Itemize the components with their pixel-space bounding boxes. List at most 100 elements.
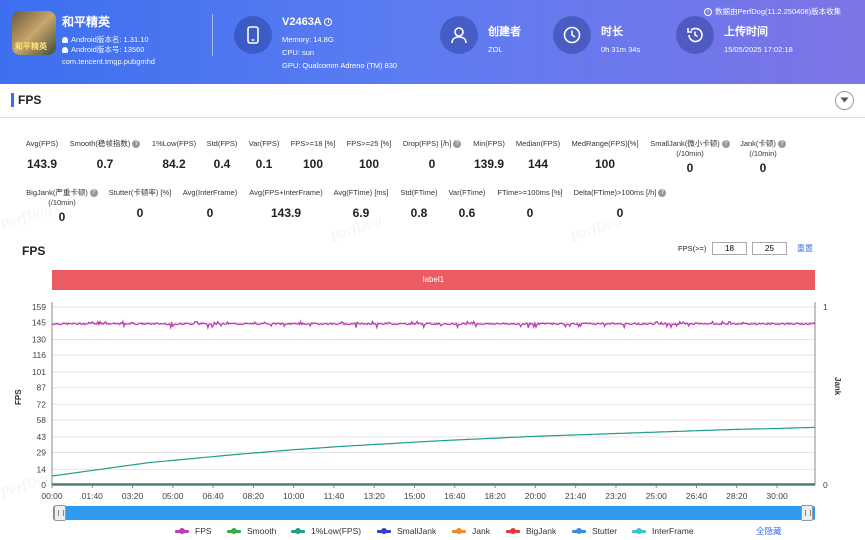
slider-handle-start[interactable] (54, 505, 66, 521)
legend-item[interactable]: Stutter (572, 526, 617, 536)
metric-label: Avg(FPS+InterFrame) (249, 188, 323, 197)
help-icon[interactable]: ? (777, 140, 786, 149)
metric-metrics_row2-0: BigJank(严重卡顿)? (/10min) 0 (2, 188, 122, 224)
label-band[interactable]: label1 (52, 270, 815, 290)
metric-metrics_row1-6: FPS>=25 [%] 100 (309, 139, 429, 171)
legend-item[interactable]: BigJank (506, 526, 556, 536)
legend-swatch (377, 528, 391, 535)
fps-threshold-label: FPS(>=) (678, 244, 707, 253)
help-icon[interactable]: ? (132, 140, 141, 149)
metric-metrics_row2-3: Avg(FPS+InterFrame) 143.9 (226, 188, 346, 220)
metric-value: 139.9 (473, 157, 505, 171)
x-tick-label: 05:00 (162, 491, 184, 501)
help-icon[interactable]: ? (453, 140, 462, 149)
metric-metrics_row2-8: Delta(FTime)>100ms [/h]? 0 (560, 188, 680, 220)
metric-metrics_row1-9: Median(FPS) 144 (478, 139, 598, 171)
x-tick-label: 11:40 (324, 491, 345, 501)
x-tick-label: 01:40 (82, 491, 104, 501)
y-right-tick-label: 0 (823, 480, 828, 490)
y-tick-label: 72 (37, 399, 47, 409)
chart-legend: FPS Smooth 1%Low(FPS) SmallJank Jank BigJank S… (0, 526, 865, 538)
metric-value: 0 (428, 157, 436, 171)
android-version-code: Android版本号: 13560 (62, 44, 144, 55)
section-title: FPS (18, 93, 42, 107)
y-tick-label: 29 (37, 448, 47, 458)
time-range-slider[interactable] (53, 506, 815, 520)
metric-value: 100 (358, 157, 380, 171)
legend-label: FPS (195, 526, 212, 536)
metric-label: BigJank(严重卡顿)? (2, 188, 122, 198)
metric-value: 100 (594, 157, 616, 171)
metric-label: Avg(FPS) (25, 139, 59, 148)
legend-label: Smooth (247, 526, 277, 536)
x-tick-label: 00:00 (41, 491, 63, 501)
x-tick-label: 18:20 (484, 491, 506, 501)
android-icon (62, 37, 68, 44)
legend-item[interactable]: 1%Low(FPS) (291, 526, 361, 536)
metric-metrics_row1-1: Smooth(稳帧指数)? 0.7 (45, 139, 165, 171)
y-tick-label: 0 (41, 480, 46, 490)
metric-metrics_row1-10: MedRange(FPS)[%] 100 (545, 139, 665, 171)
fps-threshold-input-2[interactable] (752, 242, 787, 255)
metric-label: Avg(FTime) [ms] (333, 188, 389, 197)
legend-item[interactable]: Jank (452, 526, 490, 536)
metric-label: Std(FTime) (400, 188, 438, 197)
slider-handle-end[interactable] (801, 505, 813, 521)
metric-value: 0.4 (213, 157, 231, 171)
help-icon[interactable]: ? (721, 140, 730, 149)
metric-sublabel: (/10min) (749, 149, 777, 158)
metric-label: FPS>=18 [%] (290, 139, 336, 148)
legend-label: Stutter (592, 526, 618, 536)
metric-value: 6.9 (352, 206, 370, 220)
metric-value: 100 (302, 157, 324, 171)
duration-icon-circle (553, 16, 591, 54)
metric-metrics_row1-11: SmallJank(微小卡顿)? (/10min) 0 (630, 139, 750, 175)
y-tick-label: 116 (32, 350, 46, 360)
creator-label: 创建者 (488, 26, 521, 38)
hide-all-button[interactable]: 全隐藏 (756, 526, 782, 536)
metric-label: MedRange(FPS)[%] (571, 139, 639, 148)
legend-swatch (291, 528, 305, 535)
y-tick-label: 14 (37, 464, 47, 474)
metric-value: 0 (616, 206, 624, 220)
metric-value: 0 (206, 206, 214, 220)
metric-label: Delta(FTime)>100ms [/h]? (560, 188, 680, 198)
reset-button[interactable]: 重置 (797, 244, 813, 253)
help-icon[interactable]: ? (658, 189, 667, 198)
x-tick-label: 28:20 (726, 491, 748, 501)
metric-label: Smooth(稳帧指数)? (45, 139, 165, 149)
info-icon[interactable]: i (324, 18, 333, 27)
metric-metrics_row1-5: FPS>=18 [%] 100 (253, 139, 373, 171)
legend-label: SmallJank (397, 526, 437, 536)
y-tick-label: 145 (32, 318, 46, 328)
metric-value: 0 (136, 206, 144, 220)
metric-label: Var(FPS) (248, 139, 280, 148)
metric-label: Jank(卡顿)? (703, 139, 823, 149)
metric-metrics_row2-5: Std(FTime) 0.8 (359, 188, 479, 220)
help-icon[interactable]: ? (89, 189, 98, 198)
user-icon (451, 27, 467, 44)
legend-item[interactable]: Smooth (227, 526, 276, 536)
x-tick-label: 30:00 (766, 491, 788, 501)
device-gpu: GPU: Qualcomm Adreno (TM) 830 (282, 61, 398, 70)
phone-icon (247, 26, 259, 44)
legend-swatch (632, 528, 646, 535)
device-cpu: CPU: sun (282, 48, 315, 57)
header-divider (212, 14, 213, 56)
metric-sublabel: (/10min) (48, 198, 76, 207)
metric-metrics_row1-4: Var(FPS) 0.1 (204, 139, 324, 171)
legend-swatch (227, 528, 241, 535)
app-icon: 和平精英 (12, 11, 56, 55)
legend-item[interactable]: InterFrame (632, 526, 694, 536)
fps-threshold-input-1[interactable] (712, 242, 747, 255)
legend-item[interactable]: SmallJank (377, 526, 436, 536)
fps-chart[interactable]: 0 14 29 43 58 72 87 101 116 130 145 159 0 1 00:00 01:40… (0, 292, 865, 504)
metric-metrics_row2-2: Avg(InterFrame) 0 (150, 188, 270, 220)
metric-metrics_row1-12: Jank(卡顿)? (/10min) 0 (703, 139, 823, 175)
upload-label: 上传时间 (724, 26, 768, 38)
collapse-button[interactable] (835, 91, 854, 110)
legend-swatch (175, 528, 189, 535)
legend-item[interactable]: FPS (175, 526, 212, 536)
creator-icon-circle (440, 16, 478, 54)
metric-value: 144 (527, 157, 549, 171)
